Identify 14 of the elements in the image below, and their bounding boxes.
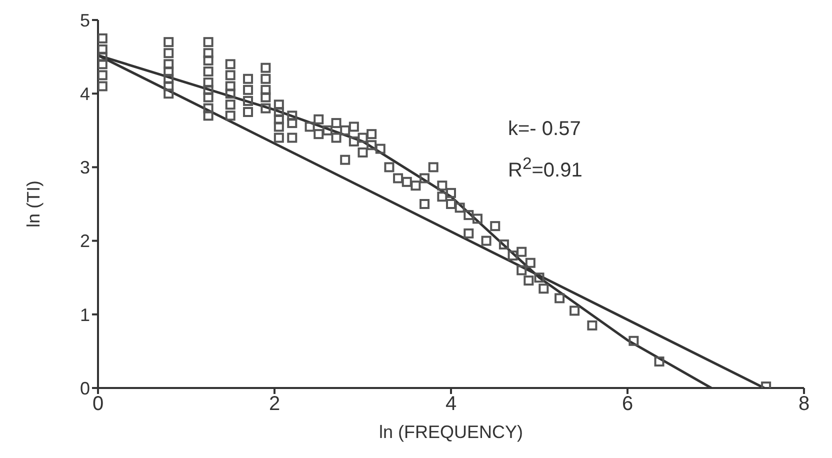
x-tick-label: 6 bbox=[622, 393, 634, 416]
y-axis-title: ln (TI) bbox=[23, 180, 44, 228]
y-tick-label: 4 bbox=[80, 84, 90, 104]
x-axis-title: ln (FREQUENCY) bbox=[378, 422, 524, 442]
y-tick-label: 3 bbox=[80, 158, 90, 178]
x-tick-label: 2 bbox=[268, 393, 280, 416]
y-tick-label: 0 bbox=[80, 378, 90, 398]
annotation: k=- 0.57 bbox=[508, 118, 581, 141]
y-tick-label: 5 bbox=[80, 10, 90, 30]
x-tick-label: 8 bbox=[798, 393, 810, 416]
y-tick-label: 1 bbox=[80, 304, 90, 325]
x-tick-label: 4 bbox=[445, 393, 457, 416]
y-tick-label: 2 bbox=[80, 231, 90, 252]
annotation: R$^{2}$=0.91 bbox=[508, 154, 582, 183]
